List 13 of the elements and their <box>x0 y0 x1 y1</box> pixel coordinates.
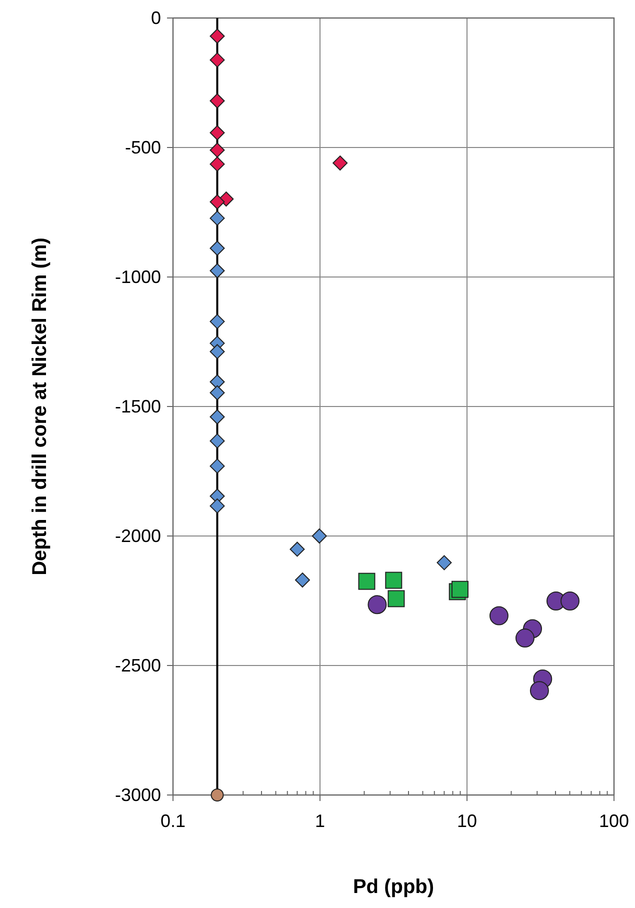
y-tick-label: -3000 <box>114 785 161 805</box>
y-tick-label: -500 <box>124 138 161 158</box>
y-tick-label: -2000 <box>114 526 161 546</box>
x-tick-label: 0.1 <box>160 811 186 831</box>
x-tick-label: 10 <box>456 811 478 831</box>
y-tick-label: -1500 <box>114 396 161 416</box>
x-tick-label: 100 <box>598 811 630 831</box>
y-tick-label: -2500 <box>114 656 161 676</box>
y-tick-label: 0 <box>150 8 161 28</box>
x-tick-label: 1 <box>314 811 326 831</box>
y-tick-label: -1000 <box>114 267 161 287</box>
y-axis-title: Depth in drill core at Nickel Rim (m) <box>29 238 51 576</box>
x-axis-title: Pd (ppb) <box>352 876 434 898</box>
